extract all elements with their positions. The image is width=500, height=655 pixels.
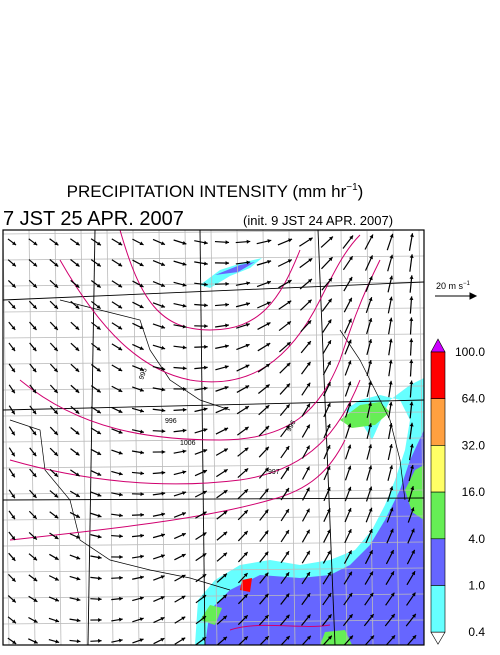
vector-reference-label: 20 m s−1 bbox=[436, 281, 471, 291]
colorbar-label: 32.0 bbox=[462, 438, 486, 452]
colorbar-top-triangle bbox=[431, 339, 445, 352]
title-close: ) bbox=[358, 182, 364, 201]
valid-time: 7 JST 25 APR. 2007 bbox=[3, 208, 184, 230]
colorbar-bin bbox=[431, 352, 445, 399]
contour-label: 996 bbox=[165, 418, 177, 425]
map: 995 996 1006 996 997 bbox=[3, 230, 425, 647]
colorbar-label: 100.0 bbox=[455, 345, 485, 359]
colorbar-label: 16.0 bbox=[462, 485, 486, 499]
contour-label: 1006 bbox=[180, 440, 196, 447]
ref-exponent: −1 bbox=[463, 281, 471, 287]
colorbar-label: 4.0 bbox=[468, 532, 485, 546]
title-text: PRECIPITATION INTENSITY (mm hr bbox=[67, 182, 347, 201]
contour-label: 997 bbox=[268, 469, 280, 476]
title: PRECIPITATION INTENSITY (mm hr−1) bbox=[67, 182, 364, 201]
colorbar-label: 1.0 bbox=[468, 579, 485, 593]
colorbar-label: 64.0 bbox=[462, 392, 486, 406]
colorbar-bin bbox=[431, 586, 445, 633]
ref-text: 20 m s bbox=[436, 281, 464, 291]
colorbar-bin bbox=[431, 539, 445, 586]
colorbar-bottom-triangle bbox=[431, 632, 445, 644]
colorbar-bin bbox=[431, 492, 445, 539]
title-exponent: −1 bbox=[346, 182, 358, 193]
colorbar-bin bbox=[431, 399, 445, 446]
colorbar: 100.0 64.0 32.0 16.0 4.0 1.0 0.4 bbox=[431, 339, 485, 644]
colorbar-bin bbox=[431, 445, 445, 492]
colorbar-label: 0.4 bbox=[468, 625, 485, 639]
vector-reference-arrow bbox=[435, 293, 476, 299]
init-time: (init. 9 JST 24 APR. 2007) bbox=[243, 213, 393, 228]
